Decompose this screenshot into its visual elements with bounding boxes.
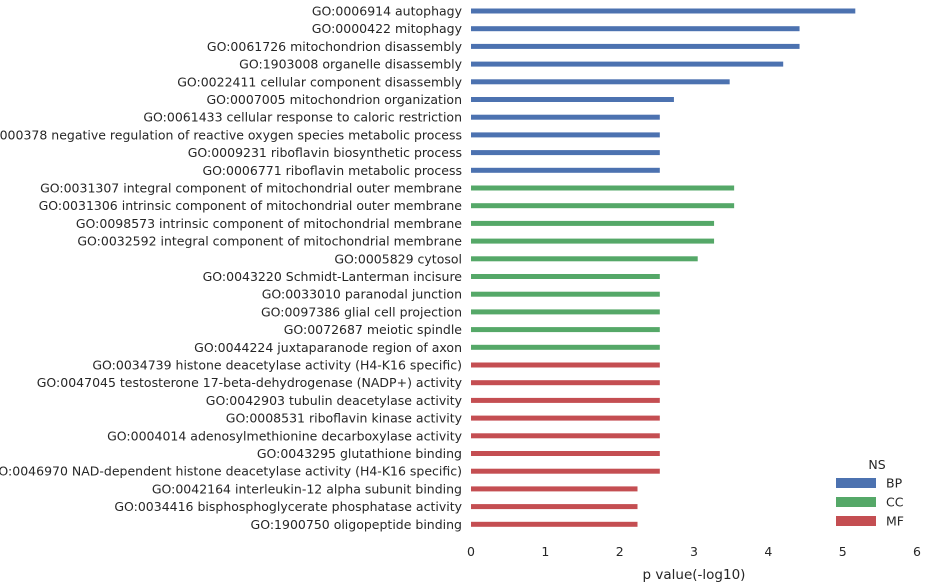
bar-mf [471, 451, 660, 456]
category-label: GO:0007005 mitochondrion organization [206, 92, 462, 107]
category-label: GO:0032592 integral component of mitocho… [77, 234, 462, 249]
category-label: GO:0000422 mitophagy [312, 21, 463, 36]
legend-swatch-mf [836, 516, 876, 526]
legend: NS BP CC MF [836, 457, 904, 529]
category-label: GO:0006914 autophagy [312, 4, 463, 19]
bar-bp [471, 26, 800, 32]
x-tick-labels: 0 1 2 3 4 5 6 [467, 544, 921, 559]
bar-cc [471, 344, 660, 350]
x-tick-label: 0 [467, 544, 475, 559]
category-label: GO:0042164 interleukin-12 alpha subunit … [152, 481, 462, 496]
bar-cc [471, 220, 715, 226]
category-labels: GO:0006914 autophagy GO:0000422 mitophagy… [0, 4, 463, 532]
x-tick-label: 4 [764, 544, 772, 559]
bar-mf [471, 504, 638, 510]
category-label: GO:0072687 meiotic spindle [284, 322, 463, 337]
bar-bp [471, 8, 856, 14]
category-label: GO:0034739 histone deacetylase activity … [92, 358, 462, 373]
x-tick-label: 1 [541, 544, 549, 559]
bar-cc [471, 238, 715, 244]
bar-cc [471, 291, 660, 297]
category-label: GO:0009231 riboflavin biosynthetic proce… [188, 145, 462, 160]
category-label: GO:0043295 glutathione binding [257, 446, 462, 461]
category-label: GO:0033010 paranodal junction [262, 287, 462, 302]
bar-cc [471, 203, 735, 209]
category-label: GO:0042903 tubulin deacetylase activity [206, 393, 463, 408]
legend-title: NS [868, 457, 885, 472]
category-label: GO:1903008 organelle disassembly [239, 57, 462, 72]
legend-label-bp: BP [886, 476, 903, 491]
bar-bp [471, 79, 730, 85]
category-label: GO:0047045 testosterone 17-beta-dehydrog… [37, 375, 463, 390]
bar-mf [471, 521, 638, 527]
bar-mf [471, 468, 660, 474]
bar-bp [471, 114, 660, 120]
x-tick-label: 6 [913, 544, 921, 559]
legend-label-mf: MF [886, 514, 904, 529]
bar-bp [471, 97, 674, 102]
bar-mf [471, 397, 660, 403]
bar-mf [471, 486, 638, 492]
category-label: GO:0004014 adenosylmethionine decarboxyl… [107, 428, 462, 443]
bar-bp [471, 132, 660, 138]
category-label: GO:1900750 oligopeptide binding [251, 517, 462, 532]
bar-bp [471, 167, 660, 173]
bar-bp [471, 61, 784, 67]
category-label: GO:0022411 cellular component disassembl… [177, 74, 462, 89]
x-axis-title: p value(-log10) [643, 567, 746, 583]
bar-bp [471, 150, 660, 156]
bar-mf [471, 415, 660, 421]
category-label: GO:0043220 Schmidt-Lanterman incisure [203, 269, 463, 284]
bar-cc [471, 256, 698, 262]
category-label: GO:0061726 mitochondrion disassembly [207, 39, 463, 54]
category-label: GO:0031307 integral component of mitocho… [40, 181, 462, 196]
bar-cc [471, 274, 660, 279]
x-tick-label: 2 [616, 544, 624, 559]
bar-cc [471, 309, 660, 315]
legend-label-cc: CC [886, 495, 904, 510]
legend-swatch-bp [836, 478, 876, 488]
bar-bp [471, 43, 800, 49]
x-tick-label: 3 [690, 544, 698, 559]
category-label: GO:0008531 riboflavin kinase activity [226, 411, 463, 426]
bar-mf [471, 362, 660, 368]
category-label: GO:0046970 NAD-dependent histone deacety… [0, 464, 462, 479]
legend-swatch-cc [836, 497, 876, 507]
category-label: GO:0097386 glial cell projection [261, 304, 462, 319]
category-label: GO:0006771 riboflavin metabolic process [203, 163, 463, 178]
bar-cc [471, 327, 660, 333]
bars-group [471, 8, 856, 527]
x-tick-label: 5 [839, 544, 847, 559]
category-label: GO:0031306 intrinsic component of mitoch… [39, 198, 463, 213]
category-label: GO:0098573 intrinsic component of mitoch… [76, 216, 462, 231]
category-label: GO:0005829 cytosol [334, 251, 462, 266]
bar-mf [471, 380, 660, 386]
category-label: GO:2000378 negative regulation of reacti… [0, 127, 462, 142]
category-label: GO:0044224 juxtaparanode region of axon [194, 340, 462, 355]
bar-cc [471, 185, 735, 191]
category-label: GO:0034416 bisphosphoglycerate phosphata… [114, 499, 462, 514]
bar-mf [471, 433, 660, 439]
category-label: GO:0061433 cellular response to caloric … [143, 110, 462, 125]
